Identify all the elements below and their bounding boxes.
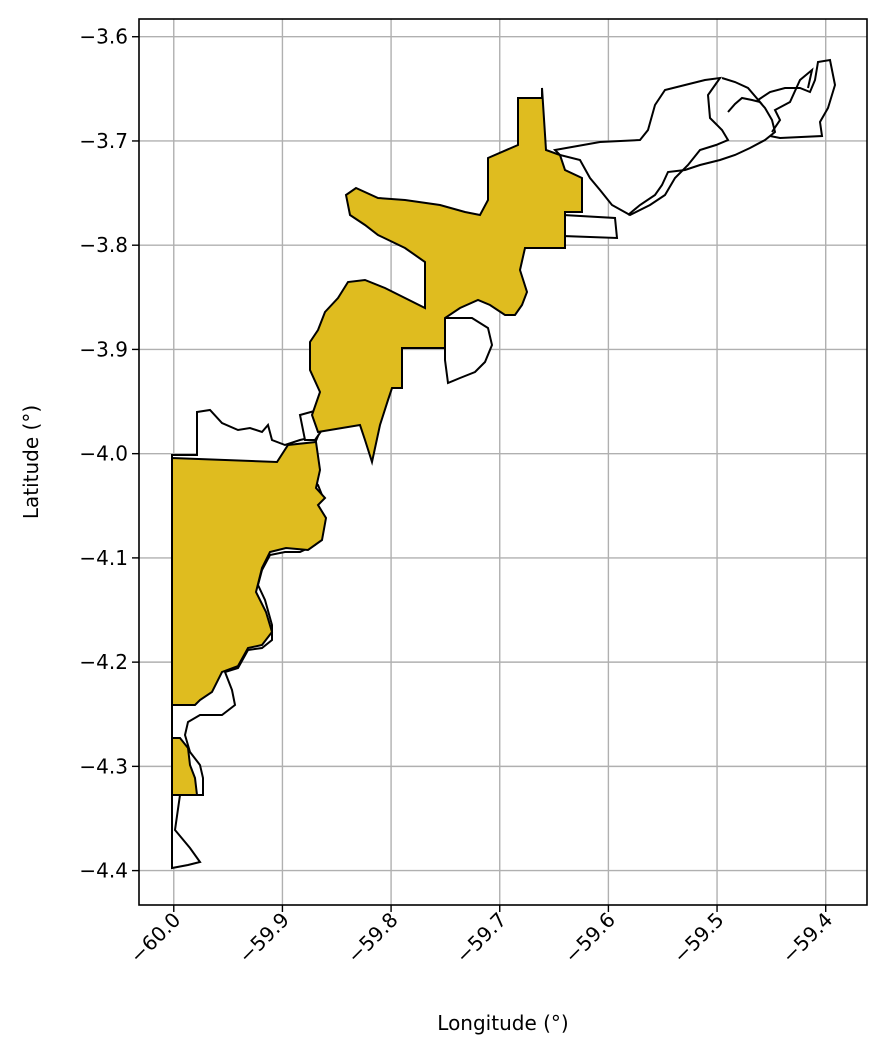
x-tick-label: −59.7 [451,908,511,968]
x-tick-label: −59.8 [342,908,402,968]
x-tick-label: −59.5 [668,908,728,968]
y-tick-label: −4.0 [79,442,128,466]
parcel-fill-south [171,440,328,706]
y-tick-label: −3.8 [79,233,128,257]
y-tick-label: −3.7 [79,129,128,153]
y-axis-label: Latitude (°) [19,405,43,519]
x-tick-label: −59.4 [777,908,837,968]
axes-frame [138,18,868,906]
river-line-loop [721,77,763,113]
river-line-northeast [627,58,837,216]
parcel-outline-middle [444,317,494,385]
parcel-outline-rect [562,213,619,240]
y-tick-label: −4.3 [79,754,128,778]
x-tick-label: −60.0 [125,908,185,968]
parcel-outline-northeast [552,76,730,217]
y-tick-label: −4.4 [79,859,128,883]
y-tick-label: −3.6 [79,25,128,49]
region-layer [171,58,837,870]
plot-area-border [138,18,868,906]
x-tick-label: −59.6 [560,908,620,968]
x-tick-label: −59.9 [234,908,294,968]
y-tick-label: −4.2 [79,650,128,674]
x-axis-label: Longitude (°) [437,1011,568,1035]
river-line-spur [771,67,814,133]
parcel-fill-south-tail [171,737,199,796]
y-tick-label: −4.1 [79,546,128,570]
parcel-fill-central [309,87,583,466]
y-tick-label: −3.9 [79,337,128,361]
